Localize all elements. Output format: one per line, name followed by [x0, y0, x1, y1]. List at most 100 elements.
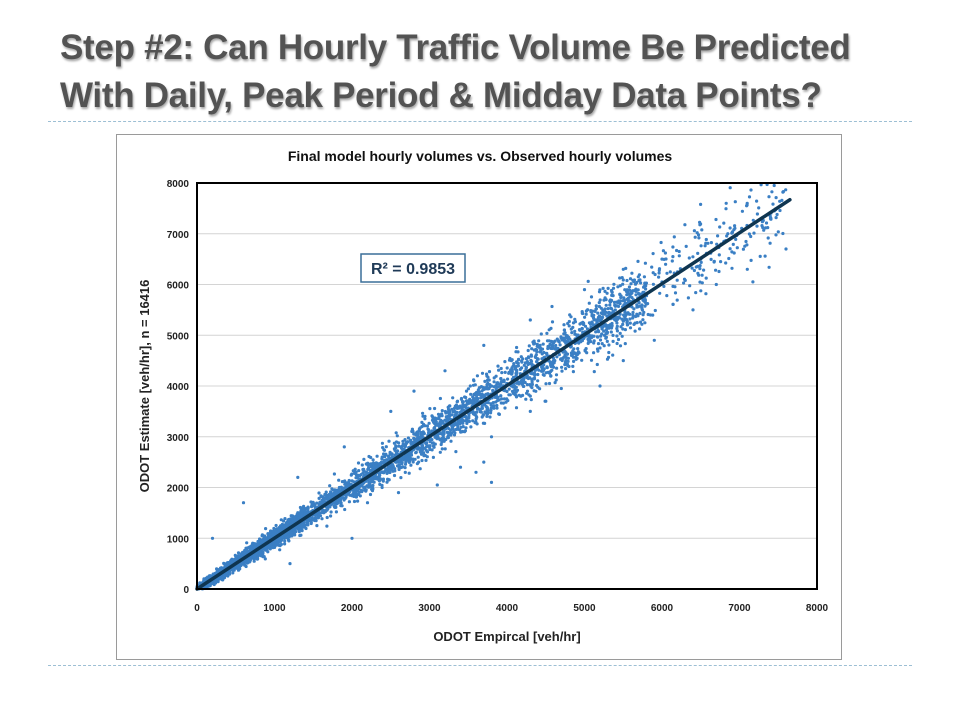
data-point-2279	[343, 507, 347, 512]
data-point-789	[505, 389, 509, 394]
y-tick-label-4: 4000	[167, 382, 190, 393]
data-point-2120	[683, 278, 687, 282]
data-point-2981	[425, 441, 429, 445]
data-point-3586	[340, 480, 344, 484]
data-point-3870	[546, 370, 550, 374]
data-point-3989	[486, 408, 490, 413]
data-point-1990	[525, 383, 529, 387]
data-point-1541	[663, 251, 668, 255]
data-point-3772	[478, 407, 482, 411]
data-point-3514	[665, 271, 669, 275]
data-point-3935	[445, 430, 449, 434]
data-point-2549	[350, 479, 354, 483]
data-point-2657	[633, 329, 637, 333]
data-point-2240	[236, 551, 241, 555]
data-point-4100	[408, 459, 412, 463]
data-point-2021	[411, 460, 415, 464]
data-point-2926	[532, 389, 536, 393]
data-point-2346	[306, 521, 310, 525]
data-point-3223	[482, 403, 486, 407]
data-point-4214	[389, 409, 393, 413]
data-point-2119	[643, 281, 647, 285]
data-point-937	[730, 266, 734, 270]
data-point-3101	[545, 351, 549, 355]
data-point-1544	[671, 255, 675, 259]
data-point-2544	[564, 367, 568, 371]
data-point-4121	[403, 445, 407, 449]
data-point-4152	[480, 415, 484, 419]
fit-line	[195, 197, 792, 591]
data-point-2558	[329, 510, 333, 514]
data-point-1424	[357, 469, 361, 473]
data-point-2188	[409, 463, 413, 467]
data-point-3864	[514, 395, 519, 399]
data-point-2555	[532, 342, 536, 346]
data-point-2962	[625, 323, 629, 327]
data-point-3563	[444, 411, 448, 415]
data-point-1434	[596, 311, 600, 315]
y-tick-label-6: 6000	[167, 281, 190, 292]
data-point-3820	[436, 422, 440, 426]
data-point-804	[468, 384, 472, 388]
data-point-4027	[397, 463, 401, 467]
data-point-4219	[582, 288, 587, 292]
data-point-3608	[499, 377, 503, 381]
data-point-2226	[684, 244, 688, 248]
data-point-402	[515, 345, 519, 350]
data-point-118	[766, 236, 770, 240]
data-point-3958	[339, 485, 343, 489]
data-point-3854	[494, 387, 498, 391]
data-point-3609	[407, 471, 411, 475]
data-point-3684	[303, 510, 307, 514]
data-point-1552	[714, 217, 718, 222]
data-point-842	[367, 466, 371, 470]
data-point-3859	[529, 358, 533, 362]
data-point-2421	[640, 322, 644, 326]
data-point-1985	[623, 342, 627, 346]
data-point-4122	[252, 555, 256, 559]
data-point-2309	[488, 415, 492, 419]
data-point-1753	[550, 320, 555, 324]
data-point-3074	[611, 286, 616, 290]
data-point-3712	[455, 400, 459, 404]
data-point-988	[463, 429, 467, 433]
y-tick-label-5: 5000	[167, 331, 190, 342]
data-point-841	[380, 457, 384, 461]
data-point-1847	[340, 504, 344, 508]
data-point-2966	[507, 393, 511, 397]
data-point-3334	[552, 365, 556, 369]
data-point-159	[544, 382, 548, 386]
data-point-4088	[284, 532, 288, 536]
data-point-4223	[210, 536, 215, 540]
data-point-4243	[365, 501, 370, 505]
data-point-3095	[784, 188, 788, 192]
data-point-2155	[329, 514, 333, 518]
data-point-2250	[492, 385, 496, 389]
data-point-4025	[381, 446, 385, 450]
data-point-3919	[293, 530, 297, 534]
data-point-4087	[416, 434, 420, 438]
data-point-703	[767, 265, 771, 269]
data-point-4154	[556, 339, 561, 343]
data-point-3936	[781, 231, 785, 236]
data-point-3940	[373, 477, 377, 481]
data-point-3106	[709, 241, 714, 245]
data-point-2491	[408, 456, 413, 460]
data-point-2118	[605, 339, 609, 343]
data-point-3591	[600, 312, 605, 316]
data-point-4242	[396, 491, 401, 495]
data-point-4041	[613, 308, 617, 312]
data-point-4238	[714, 282, 718, 287]
data-point-1485	[698, 267, 702, 271]
data-point-3960	[473, 391, 478, 396]
data-point-684	[665, 294, 669, 298]
data-point-2763	[611, 333, 615, 337]
data-point-3170	[431, 455, 435, 459]
data-point-3938	[400, 444, 404, 448]
data-point-3918	[642, 284, 646, 289]
data-point-335	[560, 369, 564, 373]
data-point-2027	[252, 559, 256, 563]
data-point-2582	[692, 229, 697, 233]
data-point-3740	[314, 513, 318, 517]
data-point-3851	[331, 488, 335, 492]
